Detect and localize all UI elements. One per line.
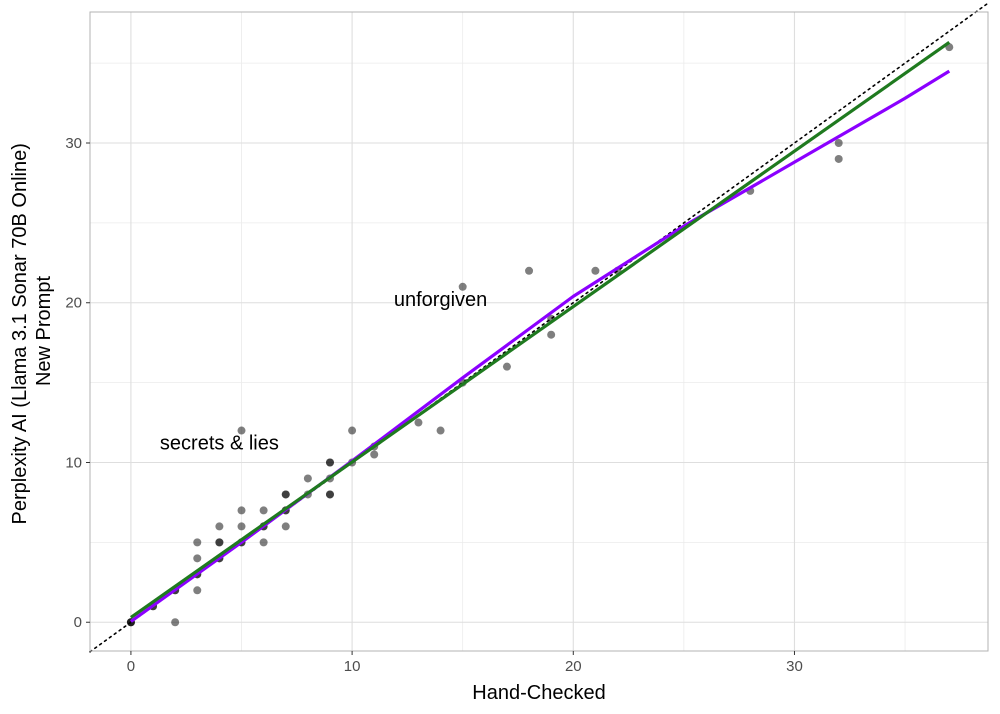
y-tick-label: 0 — [74, 614, 82, 631]
data-point — [193, 538, 202, 547]
data-point — [215, 522, 224, 531]
data-point — [193, 554, 202, 563]
data-point — [436, 426, 445, 435]
data-point — [259, 538, 268, 547]
x-axis-ticks: 0 10 20 30 — [127, 651, 803, 675]
grid-major — [90, 12, 988, 651]
data-point — [458, 282, 467, 291]
annotations-layer: secrets & lies unforgiven — [160, 289, 487, 455]
data-point — [303, 474, 312, 483]
data-point — [834, 138, 843, 147]
identity-line — [89, 2, 989, 653]
x-axis-title: Hand-Checked — [472, 682, 605, 704]
data-point — [547, 330, 556, 339]
data-point — [281, 490, 290, 499]
data-point — [414, 418, 423, 427]
x-tick-label: 20 — [565, 658, 582, 675]
y-tick-label: 30 — [65, 135, 82, 152]
x-tick-label: 0 — [127, 658, 135, 675]
data-point — [259, 506, 268, 515]
x-tick-label: 10 — [344, 658, 361, 675]
identity-line-layer — [89, 2, 989, 653]
data-point — [525, 266, 534, 275]
panel-border — [89, 11, 989, 652]
data-point — [591, 266, 600, 275]
data-point — [325, 458, 334, 467]
y-tick-label: 20 — [65, 295, 82, 312]
y-axis-title-line-2: New Prompt — [33, 276, 55, 386]
annotation-label: secrets & lies — [160, 433, 279, 455]
y-axis-title: Perplexity AI (Llama 3.1 Sonar 70B Onlin… — [9, 138, 55, 525]
y-axis-title-line-1: Perplexity AI (Llama 3.1 Sonar 70B Onlin… — [9, 143, 31, 524]
data-point — [281, 522, 290, 531]
data-point — [193, 586, 202, 595]
data-point — [171, 618, 180, 627]
y-axis-ticks: 0 10 20 30 — [65, 135, 90, 631]
data-point — [237, 426, 246, 435]
x-tick-label: 30 — [786, 658, 803, 675]
data-point — [325, 490, 334, 499]
data-point — [237, 506, 246, 515]
y-tick-label: 10 — [65, 454, 82, 471]
data-point — [237, 522, 246, 531]
linear-fit-line — [129, 41, 951, 619]
data-point — [502, 362, 511, 371]
fit-lines-layer — [129, 41, 951, 623]
data-point — [348, 426, 357, 435]
data-point — [370, 450, 379, 459]
annotation-label: unforgiven — [394, 289, 487, 311]
data-point — [215, 538, 224, 547]
data-point — [834, 154, 843, 163]
